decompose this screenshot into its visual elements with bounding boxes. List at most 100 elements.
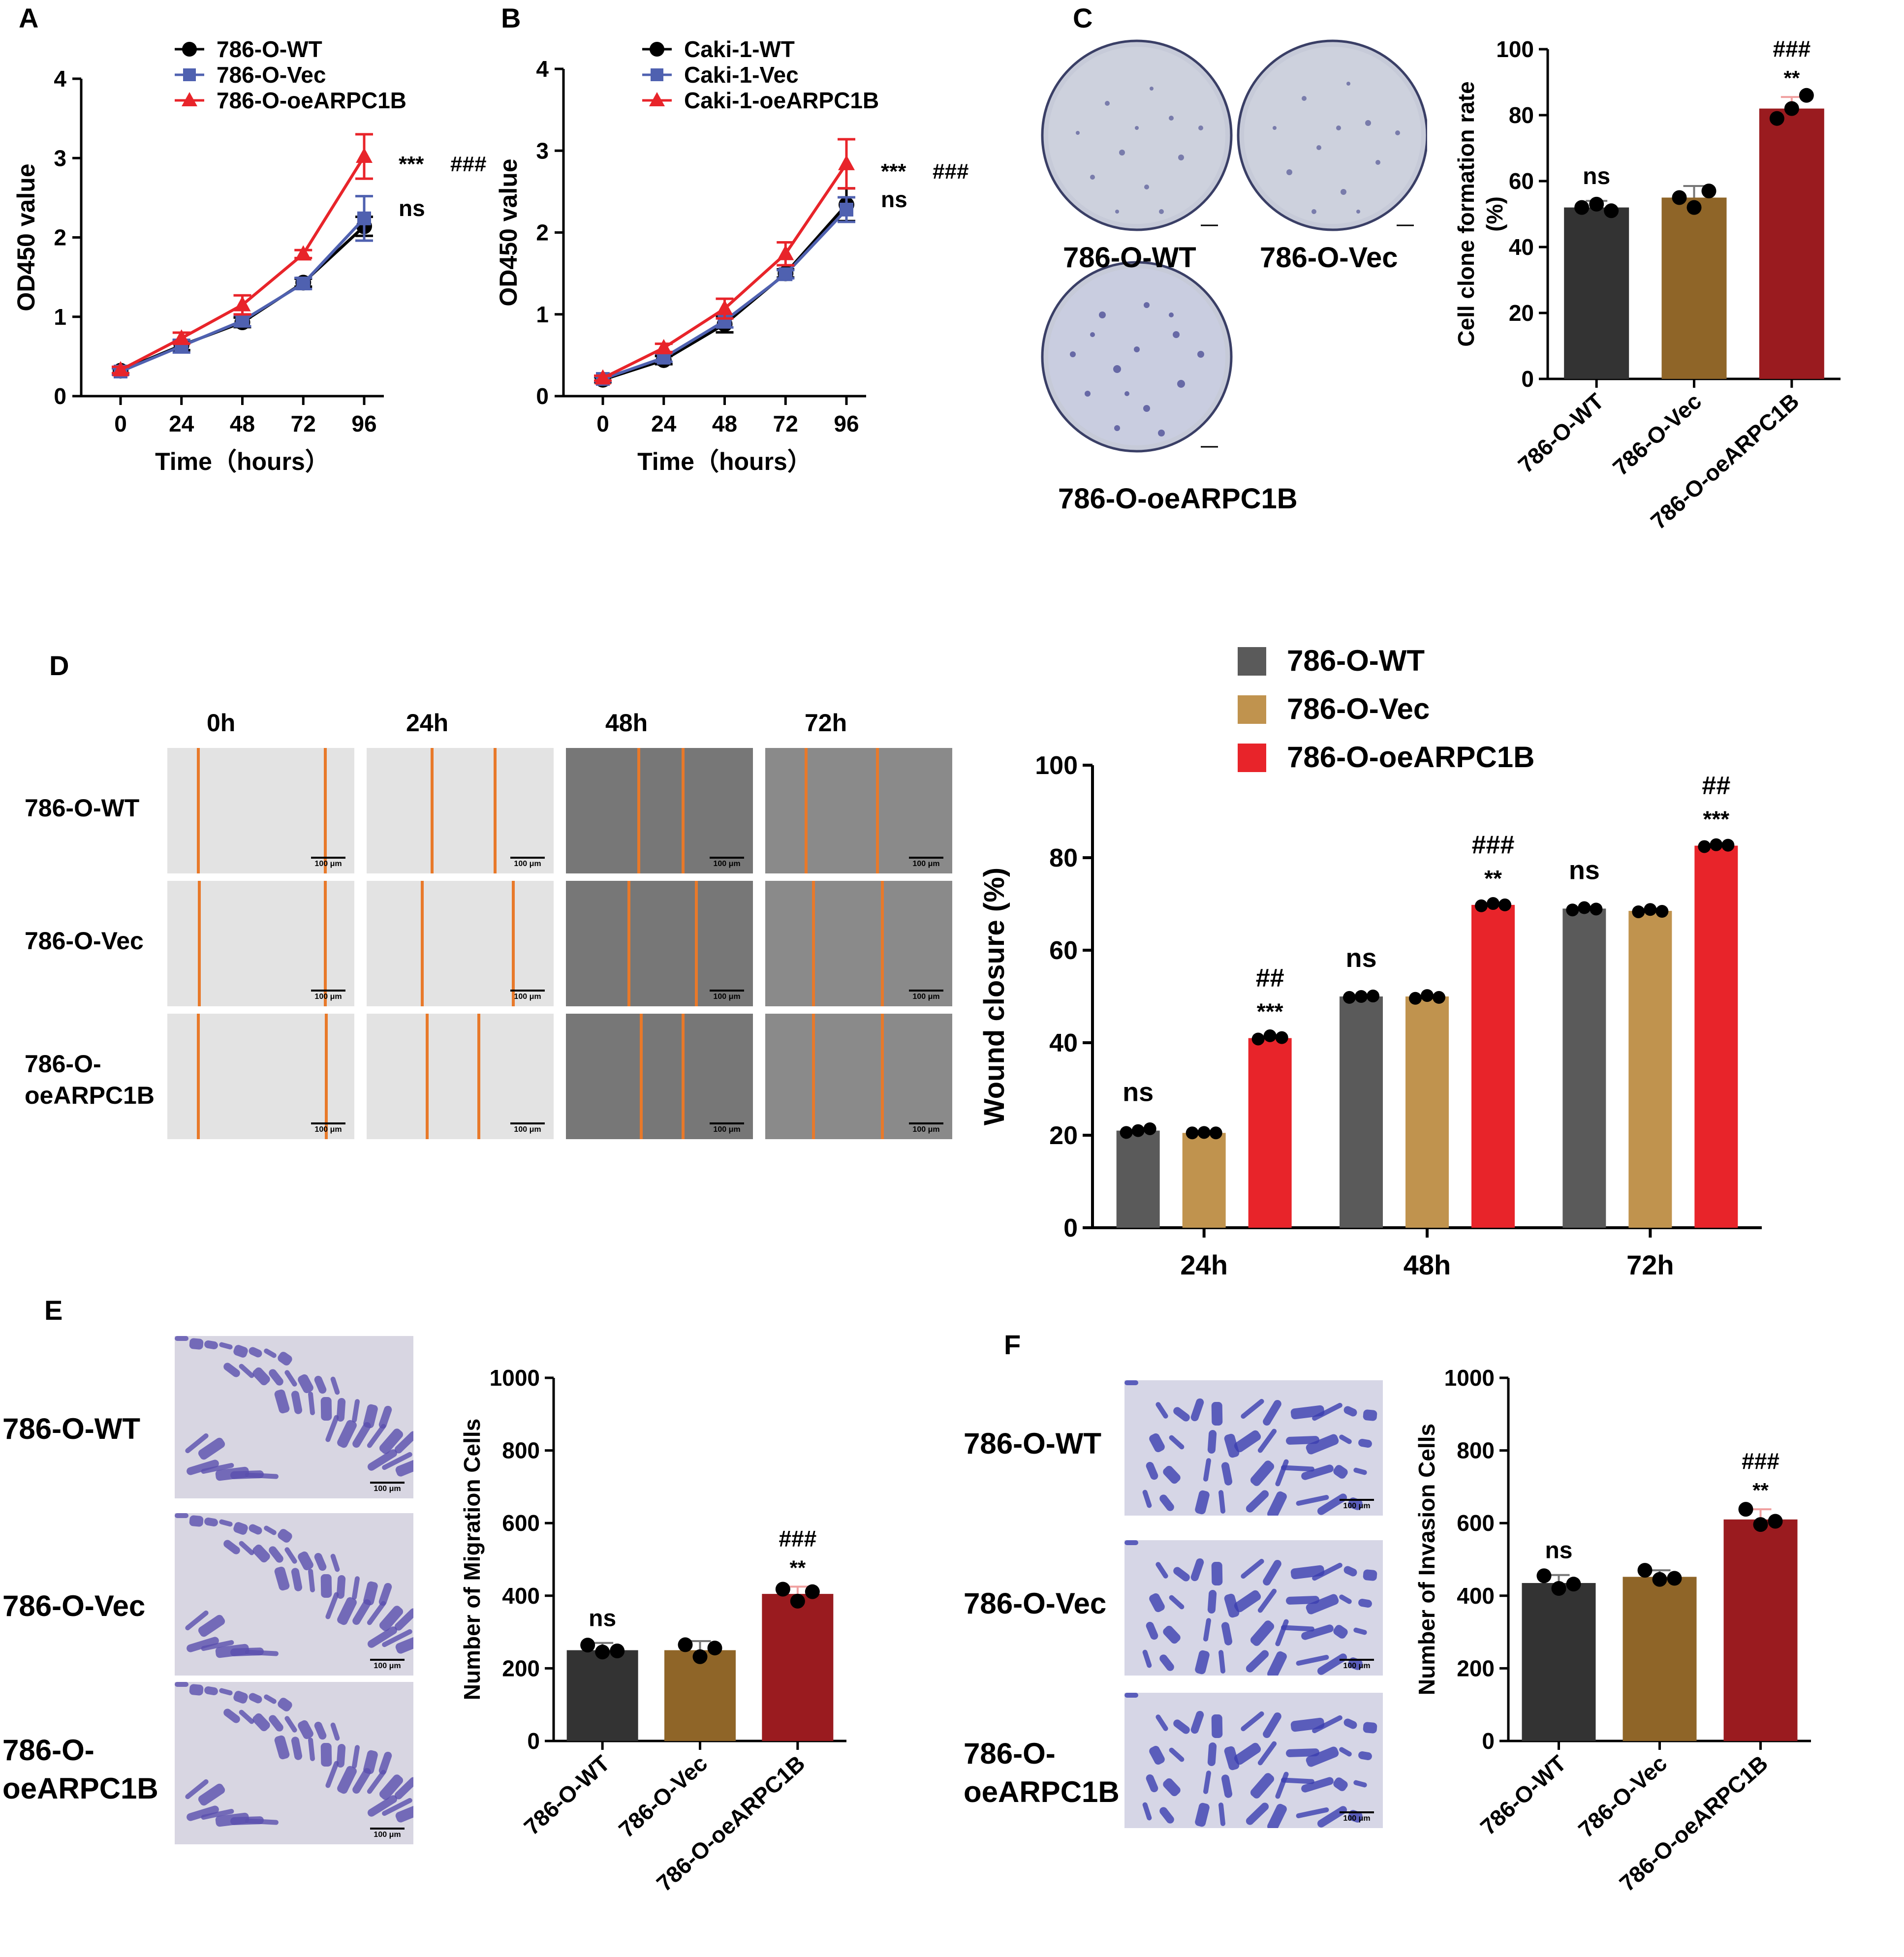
legend-swatch	[1238, 744, 1266, 772]
annotation-stars: ***	[399, 152, 424, 176]
y-tick-label: 200	[502, 1655, 540, 1681]
legend-marker	[182, 42, 197, 57]
x-tick-label: 96	[834, 411, 859, 436]
legend-label: 786-O-oeARPC1B	[1287, 741, 1534, 774]
data-point	[173, 329, 190, 345]
migration-image-tile: 100 μm	[175, 1682, 413, 1844]
wound-image-tile: 100 μm	[167, 881, 354, 1006]
x-tick-label: 24h	[1180, 1249, 1228, 1280]
invasion-row-label: 786-O-WT	[964, 1427, 1102, 1460]
data-point	[779, 267, 793, 281]
wound-edge-line	[431, 748, 434, 873]
time-label-0h: 0h	[207, 709, 236, 737]
wound-edge-line	[324, 748, 327, 873]
data-point	[692, 1649, 708, 1664]
data-point	[1536, 1568, 1552, 1584]
data-point	[1487, 897, 1499, 910]
data-point	[707, 1641, 722, 1656]
data-point	[1644, 903, 1657, 916]
data-point	[235, 313, 250, 328]
data-point	[1251, 1032, 1265, 1046]
x-tick-label: 72h	[1626, 1249, 1674, 1280]
y-tick-label: 80	[1509, 102, 1534, 128]
wound-healing-images: 0h 24h 48h 72h 786-O-WT 100 μm 100 μm 100 μm 100…	[0, 709, 960, 1176]
data-point	[580, 1638, 595, 1653]
annotation-hash: ###	[1773, 36, 1810, 62]
wound-row-label: 786-O- oeARPC1B	[25, 1050, 155, 1109]
data-point	[1701, 184, 1717, 199]
wound-edge-line	[640, 1014, 643, 1139]
x-axis-label: Time（hours）	[637, 448, 812, 475]
legend-label: Caki-1-WT	[684, 36, 795, 62]
y-tick-label: 100	[1035, 751, 1078, 780]
colony-label-wt: 786-O-WT	[1063, 242, 1196, 274]
legend-marker	[182, 92, 197, 106]
data-point	[678, 1637, 693, 1652]
data-point	[1209, 1126, 1222, 1140]
y-tick-label: 1000	[490, 1365, 540, 1391]
wound-edge-line	[421, 881, 424, 1006]
data-point	[1738, 1502, 1753, 1517]
x-tick-label: 24	[169, 411, 194, 436]
wound-edge-line	[197, 1014, 200, 1139]
legend-marker	[649, 92, 665, 106]
data-point	[1721, 839, 1735, 852]
migration-row-label: 786-O- oeARPC1B	[2, 1734, 158, 1805]
y-tick-label: 0	[1521, 366, 1534, 392]
panel-label-b: B	[501, 2, 521, 33]
data-point	[1197, 1126, 1211, 1139]
panel-label-c: C	[1073, 2, 1093, 33]
data-point	[1799, 88, 1814, 103]
y-tick-label: 400	[1457, 1583, 1495, 1609]
annotation-ns: ns	[1123, 1078, 1154, 1107]
invasion-image-tile: 100 μm	[1124, 1380, 1383, 1516]
y-tick-label: 800	[1457, 1438, 1495, 1463]
data-point	[1143, 1122, 1156, 1135]
bar-786-O-oeARPC1B-48h	[1471, 904, 1515, 1228]
bar-786-O-WT	[1522, 1583, 1596, 1741]
scale-bar: 100 μm	[510, 990, 545, 1001]
scale-bar: 100 μm	[311, 857, 345, 869]
x-tick-label: 786-O-Vec	[614, 1750, 712, 1843]
annotation-hash: ###	[933, 159, 968, 184]
y-tick-label: 800	[502, 1438, 540, 1463]
scale-bar: 100 μm	[510, 1122, 545, 1134]
y-tick-label: 0	[54, 383, 66, 409]
y-tick-label: 4	[536, 56, 549, 82]
data-point	[1686, 200, 1702, 215]
data-point	[1566, 903, 1579, 917]
wound-edge-line	[812, 1014, 815, 1139]
data-point	[655, 339, 672, 354]
y-tick-label: 600	[502, 1510, 540, 1536]
data-point	[805, 1584, 820, 1599]
annotation-ns: ns	[1345, 943, 1376, 973]
bar-786-O-Vec-72h	[1628, 911, 1672, 1228]
data-point	[1578, 901, 1591, 914]
y-tick-label: 20	[1049, 1121, 1078, 1150]
wound-edge-line	[324, 881, 327, 1006]
data-point	[295, 245, 312, 261]
chart-b-proliferation-caki1: 0 1 2 3 4 0 24 48 72 96 Time（hours） OD450 value Caki…	[495, 36, 968, 475]
data-point	[1421, 989, 1434, 1002]
wound-image-tile: 100 μm	[367, 748, 554, 873]
legend-marker	[650, 42, 664, 57]
data-point	[1475, 899, 1488, 912]
series-line	[602, 203, 848, 381]
scale-bar: 100 μm	[1340, 1811, 1374, 1823]
bar-786-O-oeARPC1B-72h	[1694, 845, 1738, 1228]
wound-edge-line	[637, 748, 640, 873]
annotation-hash: ##	[1702, 772, 1730, 800]
data-point	[1604, 203, 1619, 218]
annotation-hash: ###	[1472, 831, 1515, 859]
colony-label-oe: 786-O-oeARPC1B	[1058, 483, 1298, 515]
data-point	[594, 369, 611, 385]
data-point	[356, 148, 373, 163]
invasion-row-label: 786-O- oeARPC1B	[964, 1737, 1120, 1808]
legend-label: 786-O-Vec	[1287, 692, 1430, 725]
data-point	[1768, 1514, 1783, 1529]
annotation-stars: **	[1783, 66, 1800, 90]
annotation-stars: **	[1752, 1479, 1769, 1502]
y-tick-label: 40	[1049, 1029, 1078, 1057]
wound-image-tile: 100 μm	[765, 881, 952, 1006]
scale-bar: 100 μm	[909, 990, 943, 1001]
